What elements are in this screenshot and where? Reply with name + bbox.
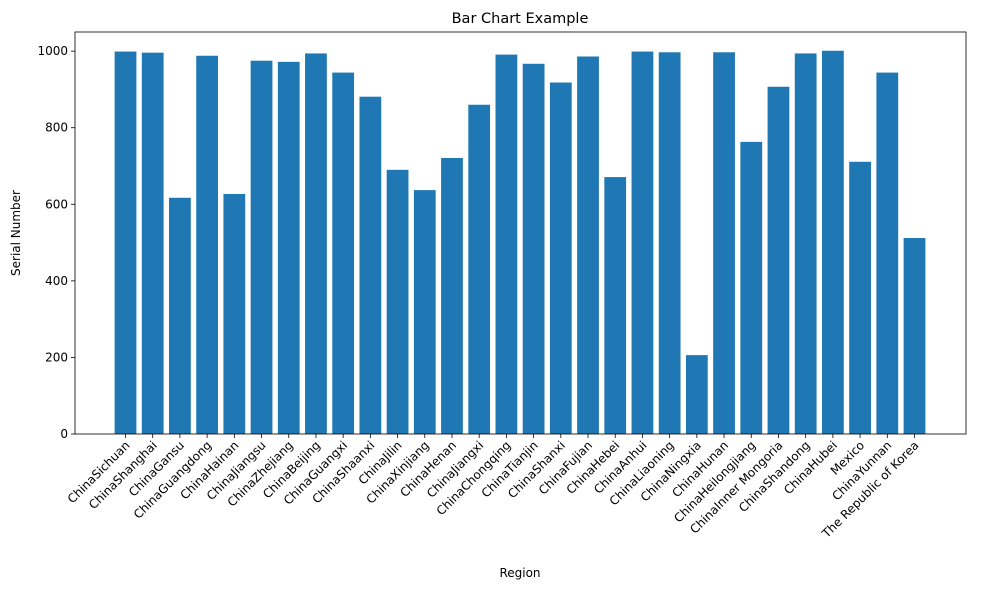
bar	[767, 86, 790, 434]
y-axis: 0 200 400 600 800 1000	[37, 44, 75, 441]
y-tick-label: 600	[45, 197, 68, 211]
bar	[413, 190, 436, 434]
bar	[794, 53, 817, 434]
bar	[903, 237, 926, 434]
bar	[740, 141, 763, 434]
bar	[169, 197, 191, 434]
bar	[713, 52, 735, 434]
bar	[223, 193, 246, 434]
bar	[441, 157, 463, 434]
y-tick-label: 0	[60, 427, 68, 441]
bar	[114, 51, 137, 434]
y-tick-label: 400	[45, 274, 68, 288]
y-axis-label: Serial Number	[9, 190, 23, 276]
chart-title: Bar Chart Example	[452, 11, 589, 27]
bar	[468, 104, 491, 435]
y-tick-label: 800	[45, 121, 68, 135]
bar	[386, 169, 409, 434]
bar	[685, 355, 708, 434]
y-tick-label: 1000	[37, 44, 68, 58]
bar	[577, 56, 599, 434]
bar	[277, 61, 300, 435]
bar	[332, 72, 355, 434]
bar	[305, 53, 327, 434]
bar	[250, 60, 273, 435]
bar	[522, 63, 545, 434]
bar	[196, 55, 219, 435]
bar	[631, 51, 654, 434]
bar	[658, 52, 681, 434]
x-axis-label: Region	[499, 566, 540, 580]
bar	[141, 52, 164, 435]
bar	[604, 177, 627, 434]
bar	[822, 50, 844, 434]
bar	[549, 82, 572, 434]
bars-group	[114, 50, 926, 435]
bar	[849, 161, 871, 435]
y-tick-label: 200	[45, 350, 68, 364]
bar	[359, 96, 382, 434]
bar	[876, 72, 899, 434]
bar	[495, 54, 518, 435]
plot-frame	[74, 31, 967, 435]
